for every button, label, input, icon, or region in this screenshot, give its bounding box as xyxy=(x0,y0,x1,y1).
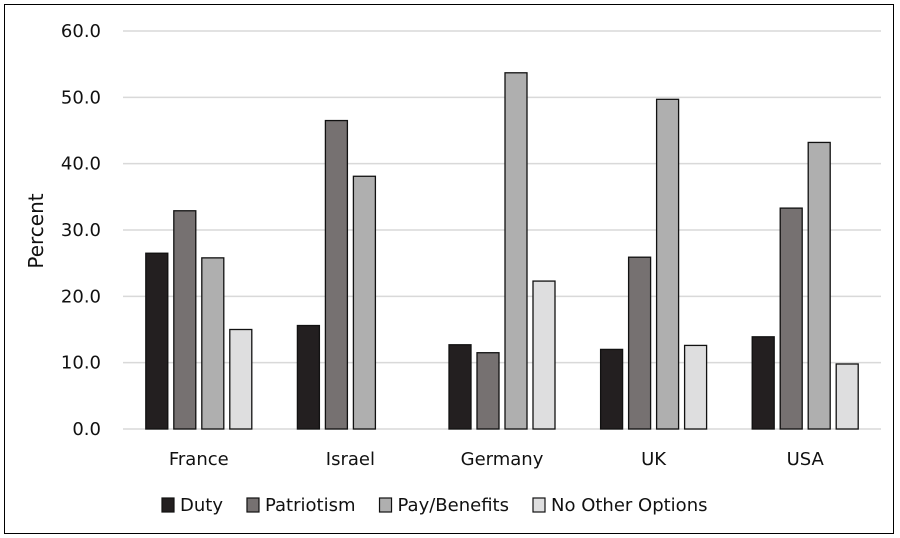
bar-pay-benefits-germany xyxy=(504,72,528,430)
bar-patriotism-germany xyxy=(476,352,500,430)
x-category-label: Germany xyxy=(461,449,544,470)
legend-swatch xyxy=(532,497,546,513)
bar-pay-benefits-israel xyxy=(352,175,377,430)
bar-duty-france xyxy=(145,252,169,430)
y-tick-label: 60.0 xyxy=(61,21,101,42)
x-category-label: Israel xyxy=(326,449,375,470)
bar-no-other-options-germany xyxy=(532,280,556,430)
bar-patriotism-israel xyxy=(324,119,349,430)
bar-no-other-options-uk xyxy=(683,344,708,430)
bar-pay-benefits-usa xyxy=(807,141,831,430)
y-tick-label: 30.0 xyxy=(61,220,101,241)
legend-item: Patriotism xyxy=(246,495,356,516)
x-category-label: France xyxy=(169,449,229,470)
y-axis-label: Percent xyxy=(24,193,48,268)
bar-pay-benefits-france xyxy=(201,257,225,430)
bar-duty-israel xyxy=(296,324,321,430)
bars xyxy=(145,72,859,430)
bar-chart: 0.0 10.0 20.0 30.0 40.0 50.0 60.0 France Israel… xyxy=(24,21,881,516)
bar-duty-germany xyxy=(448,344,472,430)
legend-swatch xyxy=(161,497,175,513)
y-tick-label: 20.0 xyxy=(61,286,101,307)
bar-no-other-options-usa xyxy=(835,363,859,430)
bar-patriotism-uk xyxy=(627,256,652,430)
bar-no-other-options-france xyxy=(229,328,253,430)
legend: Duty Patriotism Pay/Benefits No Other Optio… xyxy=(161,495,707,516)
y-tick-label: 10.0 xyxy=(61,353,101,374)
legend-item: Pay/Benefits xyxy=(378,495,509,516)
legend-label: Patriotism xyxy=(265,495,356,516)
y-tick-label: 0.0 xyxy=(72,419,101,440)
legend-item: No Other Options xyxy=(532,495,707,516)
y-axis-ticks: 0.0 10.0 20.0 30.0 40.0 50.0 60.0 xyxy=(61,21,101,440)
x-category-label: UK xyxy=(641,449,667,470)
chart-frame: 0.0 10.0 20.0 30.0 40.0 50.0 60.0 France Israel… xyxy=(4,4,894,534)
legend-swatch xyxy=(246,497,260,513)
bar-pay-benefits-uk xyxy=(655,98,680,430)
legend-label: Duty xyxy=(180,495,223,516)
bar-patriotism-france xyxy=(173,210,197,430)
bar-duty-usa xyxy=(751,336,775,430)
bar-duty-uk xyxy=(599,348,624,430)
x-axis-categories: France Israel Germany UK USA xyxy=(169,449,825,470)
legend-swatch xyxy=(378,497,393,513)
legend-label: No Other Options xyxy=(551,495,707,516)
y-tick-label: 40.0 xyxy=(61,154,101,175)
x-category-label: USA xyxy=(787,449,825,470)
y-tick-label: 50.0 xyxy=(61,87,101,108)
legend-label: Pay/Benefits xyxy=(398,495,509,516)
legend-item: Duty xyxy=(161,495,223,516)
bar-patriotism-usa xyxy=(779,207,803,430)
